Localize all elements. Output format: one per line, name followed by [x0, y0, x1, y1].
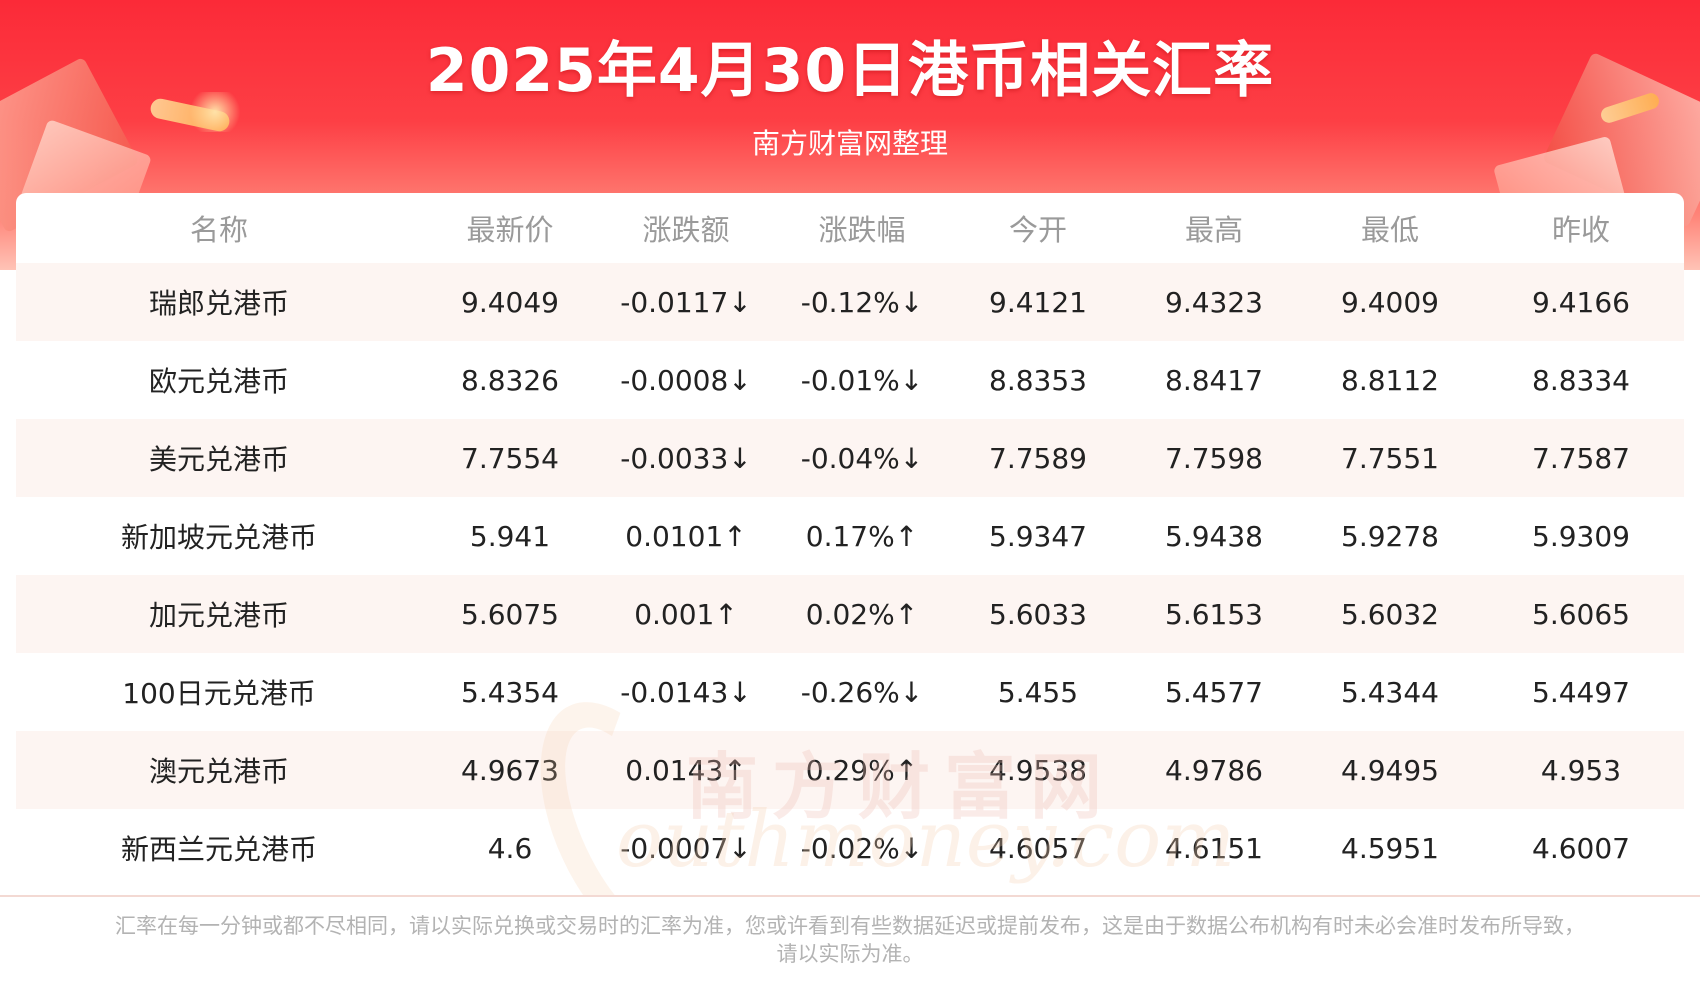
cell-name: 加元兑港币 [16, 575, 422, 653]
cell-change: 0.0143↑ [598, 731, 774, 809]
cell-high: 5.4577 [1126, 653, 1302, 731]
cell-open: 4.9538 [950, 731, 1126, 809]
cell-low: 5.4344 [1302, 653, 1478, 731]
cell-change-pct: -0.26%↓ [774, 653, 950, 731]
cell-prev-close: 4.953 [1478, 731, 1684, 809]
disclaimer-line-2: 请以实际为准。 [776, 942, 924, 966]
column-header-change-pct: 涨跌幅 [818, 213, 906, 247]
cell-change: -0.0033↓ [598, 419, 774, 497]
column-header-name: 名称 [189, 213, 248, 247]
cell-high: 4.9786 [1126, 731, 1302, 809]
cell-change-pct: -0.02%↓ [774, 809, 950, 887]
table-row: 瑞郎兑港币 9.4049 -0.0117↓ -0.12%↓ 9.4121 9.4323 9.… [16, 263, 1684, 341]
table-row: 加元兑港币 5.6075 0.001↑ 0.02%↑ 5.6033 5.6153 5.603… [16, 575, 1684, 653]
cell-name: 美元兑港币 [16, 419, 422, 497]
table-body: 瑞郎兑港币 9.4049 -0.0117↓ -0.12%↓ 9.4121 9.4323 9.… [16, 263, 1684, 887]
page-subtitle: 南方财富网整理 [751, 127, 948, 160]
cell-change-pct: -0.12%↓ [774, 263, 950, 341]
cell-prev-close: 7.7587 [1478, 419, 1684, 497]
decorative-glow [185, 92, 245, 132]
table-row: 100日元兑港币 5.4354 -0.0143↓ -0.26%↓ 5.455 5.4577… [16, 653, 1684, 731]
cell-change-pct: 0.17%↑ [774, 497, 950, 575]
table-row: 欧元兑港币 8.8326 -0.0008↓ -0.01%↓ 8.8353 8.8417 8.… [16, 341, 1684, 419]
column-header-prev-close: 昨收 [1551, 213, 1610, 247]
cell-change-pct: -0.01%↓ [774, 341, 950, 419]
cell-low: 5.6032 [1302, 575, 1478, 653]
cell-name: 新西兰元兑港币 [16, 809, 422, 887]
cell-prev-close: 9.4166 [1478, 263, 1684, 341]
cell-latest: 9.4049 [422, 263, 598, 341]
cell-low: 4.9495 [1302, 731, 1478, 809]
cell-prev-close: 5.4497 [1478, 653, 1684, 731]
cell-change-pct: 0.02%↑ [774, 575, 950, 653]
cell-latest: 4.6 [422, 809, 598, 887]
cell-high: 5.6153 [1126, 575, 1302, 653]
cell-low: 4.5951 [1302, 809, 1478, 887]
cell-change: 0.0101↑ [598, 497, 774, 575]
cell-high: 7.7598 [1126, 419, 1302, 497]
cell-low: 9.4009 [1302, 263, 1478, 341]
cell-name: 澳元兑港币 [16, 731, 422, 809]
cell-prev-close: 8.8334 [1478, 341, 1684, 419]
table-row: 澳元兑港币 4.9673 0.0143↑ 0.29%↑ 4.9538 4.9786 4.94… [16, 731, 1684, 809]
cell-latest: 5.4354 [422, 653, 598, 731]
cell-high: 4.6151 [1126, 809, 1302, 887]
cell-latest: 4.9673 [422, 731, 598, 809]
cell-prev-close: 4.6007 [1478, 809, 1684, 887]
cell-name: 瑞郎兑港币 [16, 263, 422, 341]
cell-latest: 8.8326 [422, 341, 598, 419]
cell-low: 8.8112 [1302, 341, 1478, 419]
cell-name: 100日元兑港币 [16, 653, 422, 731]
cell-prev-close: 5.6065 [1478, 575, 1684, 653]
disclaimer-line-1: 汇率在每一分钟或都不尽相同，请以实际兑换或交易时的汇率为准，您或许看到有些数据延… [115, 914, 1585, 938]
page-title: 2025年4月30日港币相关汇率 [425, 36, 1275, 106]
column-header-low: 最低 [1360, 213, 1419, 247]
column-header-change: 涨跌额 [642, 213, 730, 247]
cell-latest: 5.941 [422, 497, 598, 575]
column-header-open: 今开 [1008, 213, 1067, 247]
cell-change: -0.0117↓ [598, 263, 774, 341]
cell-high: 5.9438 [1126, 497, 1302, 575]
cell-prev-close: 5.9309 [1478, 497, 1684, 575]
table-header-row: 名称 最新价 涨跌额 涨跌幅 今开 最高 最低 昨收 [16, 193, 1684, 263]
cell-open: 5.6033 [950, 575, 1126, 653]
cell-high: 8.8417 [1126, 341, 1302, 419]
disclaimer-note: 汇率在每一分钟或都不尽相同，请以实际兑换或交易时的汇率为准，您或许看到有些数据延… [70, 912, 1630, 968]
cell-open: 9.4121 [950, 263, 1126, 341]
cell-change-pct: -0.04%↓ [774, 419, 950, 497]
cell-low: 7.7551 [1302, 419, 1478, 497]
cell-latest: 7.7554 [422, 419, 598, 497]
cell-open: 5.455 [950, 653, 1126, 731]
cell-change: -0.0143↓ [598, 653, 774, 731]
cell-open: 8.8353 [950, 341, 1126, 419]
cell-name: 欧元兑港币 [16, 341, 422, 419]
footer-divider [0, 895, 1700, 897]
rates-card: 名称 最新价 涨跌额 涨跌幅 今开 最高 最低 昨收 瑞郎兑港币 9.4049 -0… [16, 193, 1684, 895]
column-header-latest: 最新价 [466, 213, 554, 247]
cell-low: 5.9278 [1302, 497, 1478, 575]
cell-open: 7.7589 [950, 419, 1126, 497]
cell-high: 9.4323 [1126, 263, 1302, 341]
cell-change-pct: 0.29%↑ [774, 731, 950, 809]
cell-open: 5.9347 [950, 497, 1126, 575]
cell-change: 0.001↑ [598, 575, 774, 653]
table-row: 新西兰元兑港币 4.6 -0.0007↓ -0.02%↓ 4.6057 4.6151 4.5… [16, 809, 1684, 887]
column-header-high: 最高 [1184, 213, 1243, 247]
cell-open: 4.6057 [950, 809, 1126, 887]
cell-change: -0.0007↓ [598, 809, 774, 887]
exchange-rate-table: 名称 最新价 涨跌额 涨跌幅 今开 最高 最低 昨收 瑞郎兑港币 9.4049 -0… [16, 193, 1684, 887]
cell-latest: 5.6075 [422, 575, 598, 653]
cell-name: 新加坡元兑港币 [16, 497, 422, 575]
table-row: 美元兑港币 7.7554 -0.0033↓ -0.04%↓ 7.7589 7.7598 7.… [16, 419, 1684, 497]
table-row: 新加坡元兑港币 5.941 0.0101↑ 0.17%↑ 5.9347 5.9438 5.9… [16, 497, 1684, 575]
cell-change: -0.0008↓ [598, 341, 774, 419]
